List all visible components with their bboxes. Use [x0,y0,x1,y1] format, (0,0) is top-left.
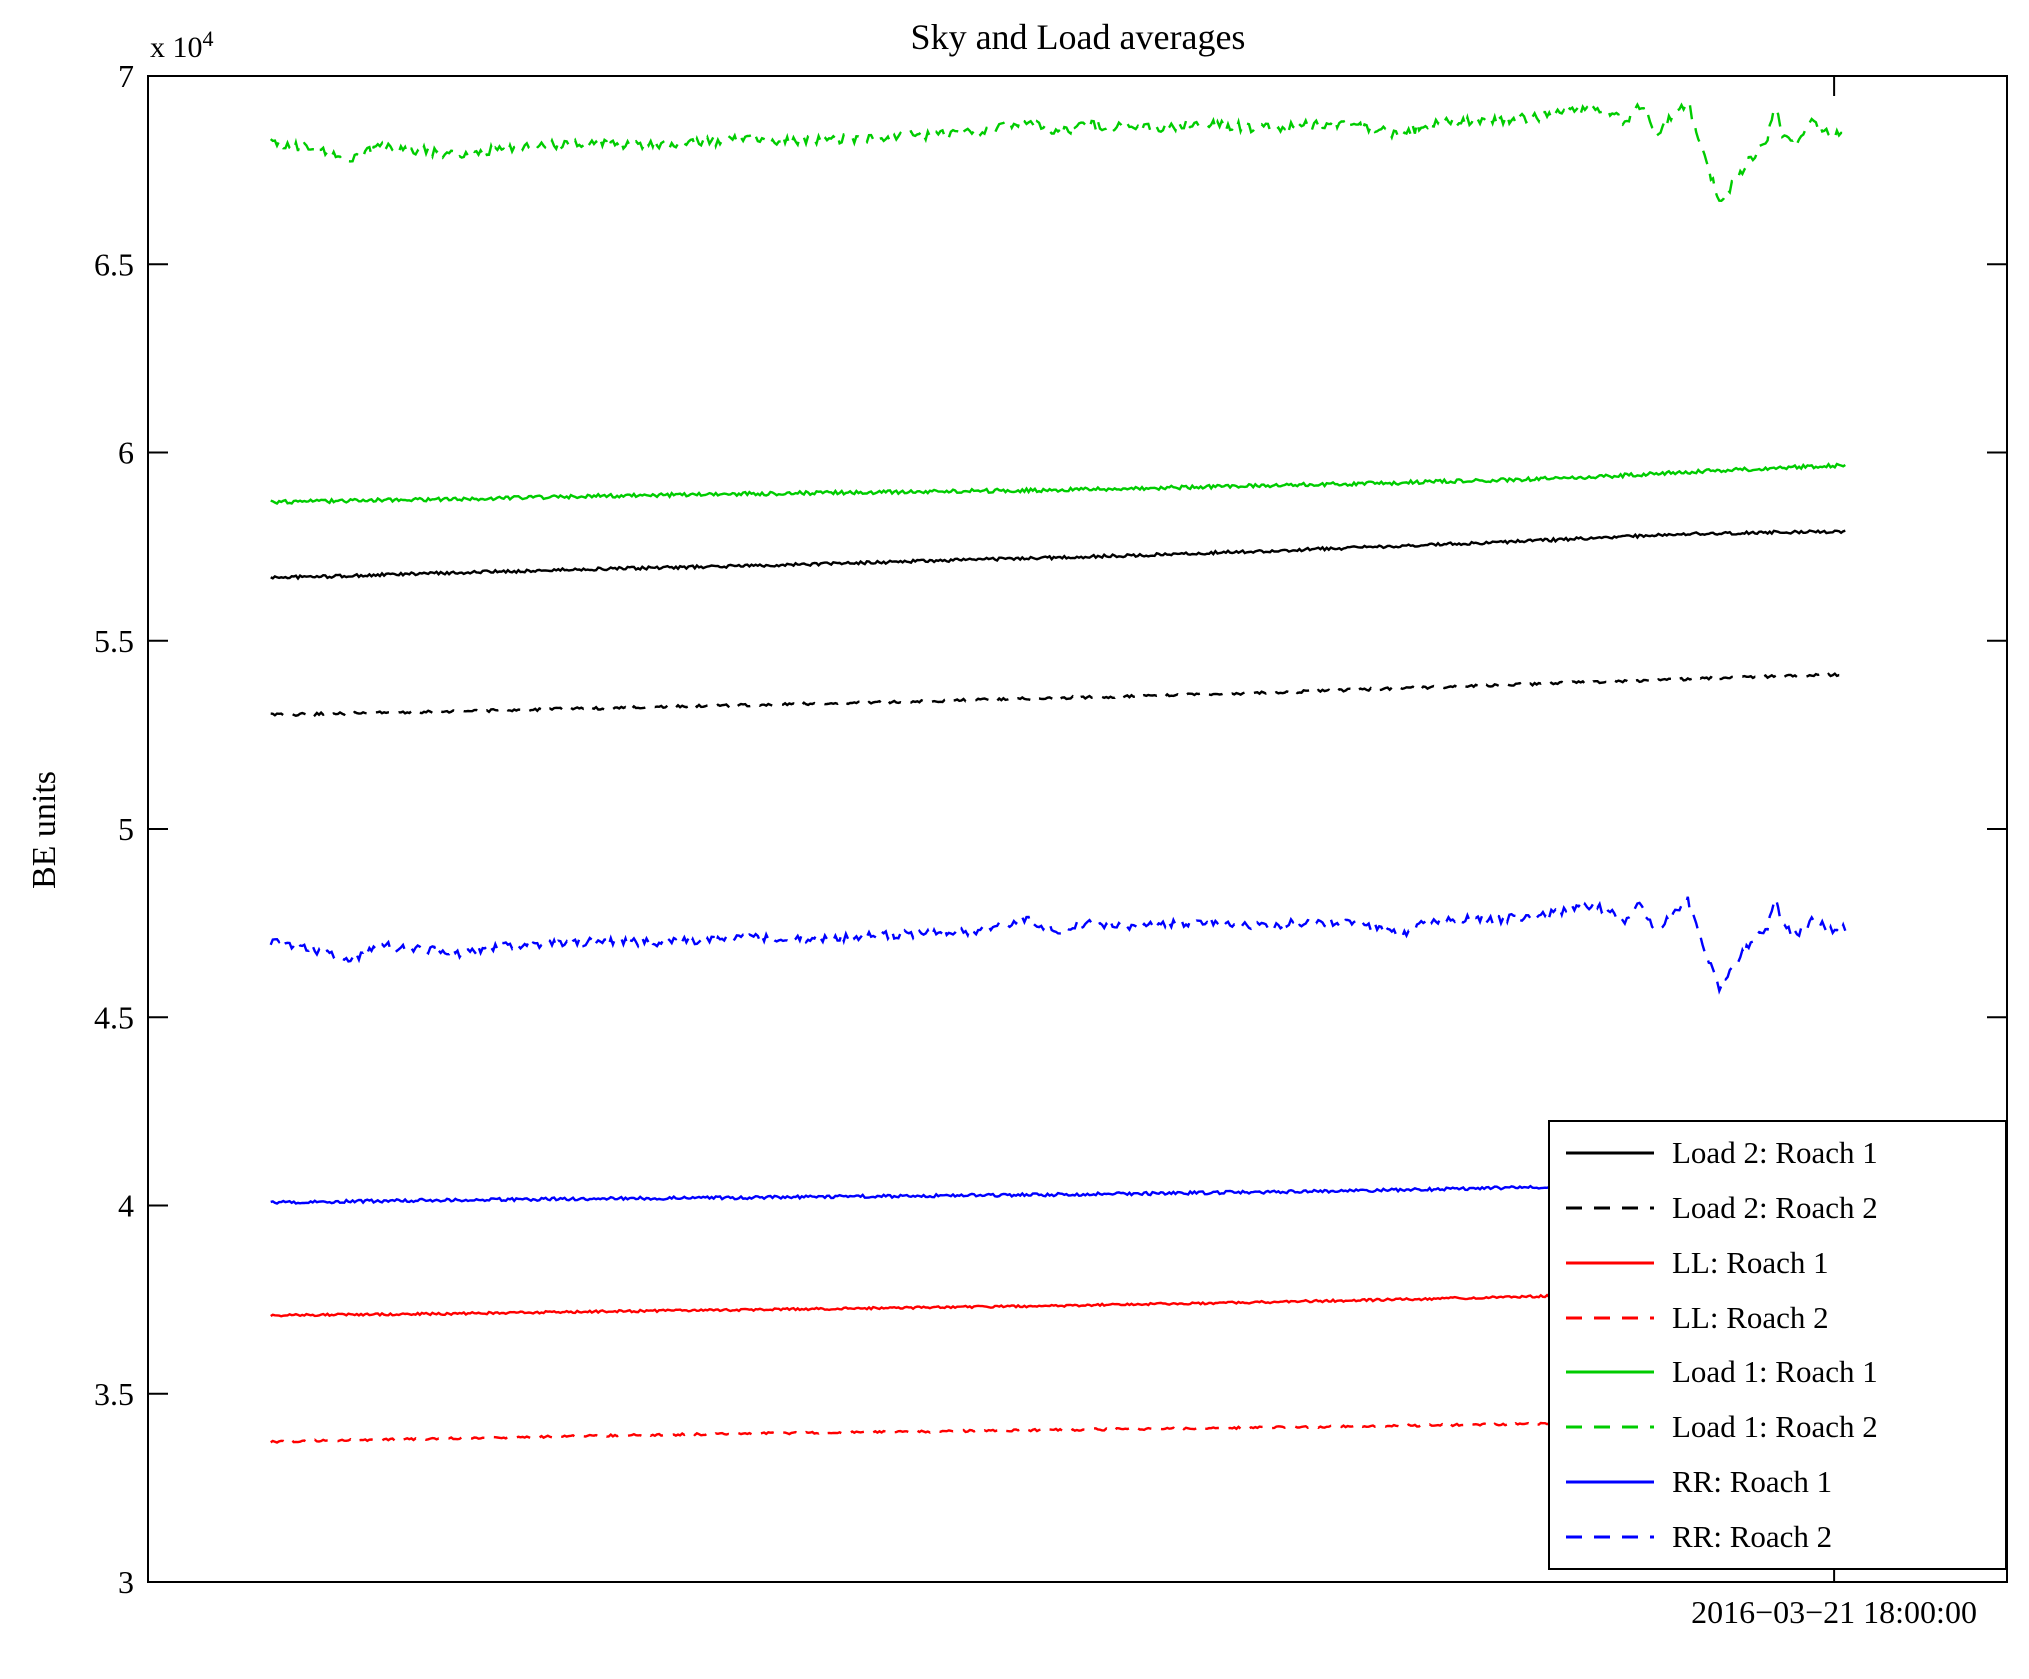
series-line [270,462,1846,505]
y-tick-label: 4.5 [94,999,134,1035]
y-tick-label: 3 [118,1564,134,1600]
legend-line-sample [1566,1151,1654,1155]
y-axis-exponent-power: 4 [202,26,214,51]
legend-item: Load 1: Roach 1 [1566,1354,1999,1390]
legend-item: LL: Roach 2 [1566,1300,1999,1336]
legend-label: Load 1: Roach 1 [1672,1354,1878,1390]
y-tick-label: 6 [118,435,134,471]
legend-line-sample [1566,1316,1654,1320]
y-tick-label: 5 [118,811,134,847]
chart-title: Sky and Load averages [910,17,1246,57]
legend-line-sample [1566,1206,1654,1210]
series-line [269,99,1847,203]
y-axis-exponent-base: x 10 [150,31,203,64]
legend-line-sample [1566,1535,1654,1539]
legend-label: LL: Roach 1 [1672,1244,1829,1280]
legend-item: RR: Roach 1 [1566,1464,1999,1500]
series-line [269,895,1847,995]
y-tick-label: 5.5 [94,623,134,659]
legend-line-sample [1566,1261,1654,1265]
series-line [270,529,1846,581]
legend-label: Load 2: Roach 2 [1672,1190,1878,1226]
legend-line-sample [1566,1425,1654,1429]
legend-item: Load 2: Roach 1 [1566,1135,1999,1171]
legend-line-sample [1566,1370,1654,1374]
y-axis-exponent-label: x 104 [150,26,214,65]
y-tick-label: 3.5 [94,1376,134,1412]
x-tick-label: 2016−03−21 18:00:00 [1691,1594,1977,1630]
legend: Load 2: Roach 1 Load 2: Roach 2 LL: Roach … [1548,1120,2007,1570]
series-line [270,672,1846,718]
legend-line-sample [1566,1480,1654,1484]
legend-item: LL: Roach 1 [1566,1245,1999,1281]
legend-label: RR: Roach 2 [1672,1518,1833,1554]
y-tick-label: 4 [118,1188,134,1224]
legend-label: Load 2: Roach 1 [1672,1135,1878,1171]
legend-item: Load 1: Roach 2 [1566,1409,1999,1445]
legend-label: LL: Roach 2 [1672,1299,1829,1335]
y-tick-label: 7 [118,58,134,94]
legend-label: RR: Roach 1 [1672,1463,1833,1499]
legend-label: Load 1: Roach 2 [1672,1409,1878,1445]
legend-item: RR: Roach 2 [1566,1519,1999,1555]
legend-item: Load 2: Roach 2 [1566,1190,1999,1226]
y-tick-label: 6.5 [94,246,134,282]
